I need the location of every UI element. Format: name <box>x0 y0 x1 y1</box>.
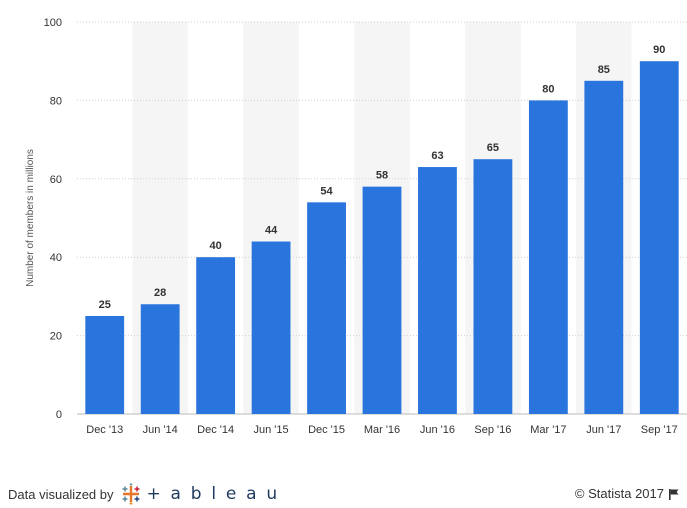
y-tick-label: 100 <box>44 17 62 29</box>
x-tick-label: Mar '17 <box>530 424 566 436</box>
data-label: 44 <box>265 225 278 237</box>
y-tick-label: 40 <box>50 252 62 264</box>
x-axis-ticks: Dec '13 Jun '14 Dec '14 Jun '15 Dec '15 Mar '… <box>86 424 678 436</box>
x-tick-label: Dec '15 <box>308 424 345 436</box>
data-label: 54 <box>320 185 333 197</box>
bar <box>140 304 180 414</box>
data-label: 85 <box>598 64 610 76</box>
bar <box>418 167 457 414</box>
y-axis-ticks: 0 20 40 60 80 100 <box>44 17 62 421</box>
data-label: 65 <box>487 142 499 154</box>
credit-text: Data visualized by <box>8 486 114 502</box>
copyright[interactable]: © Statista 2017 <box>575 486 679 501</box>
tableau-logo-icon <box>120 483 142 505</box>
x-tick-label: Jun '14 <box>143 424 178 436</box>
x-tick-label: Jun '17 <box>586 424 621 436</box>
bar <box>251 241 291 414</box>
data-label: 90 <box>653 44 665 56</box>
bar <box>85 316 125 414</box>
flag-icon <box>669 488 679 500</box>
bar <box>473 159 513 414</box>
x-tick-label: Jun '16 <box>420 424 455 436</box>
bar <box>584 80 624 415</box>
bar <box>528 100 568 415</box>
data-labels: 25 28 40 44 54 58 63 65 80 85 90 <box>99 44 666 311</box>
y-tick-label: 60 <box>50 174 62 186</box>
bars <box>85 61 679 415</box>
x-tick-label: Dec '13 <box>86 424 123 436</box>
tableau-wordmark: + a b l e a u <box>146 484 280 504</box>
data-label: 28 <box>154 287 166 299</box>
bar <box>307 202 346 414</box>
data-label: 80 <box>542 83 554 95</box>
y-axis-label: Number of members in millions <box>25 149 36 287</box>
x-tick-label: Dec '14 <box>197 424 234 436</box>
y-tick-label: 0 <box>56 409 62 421</box>
x-tick-label: Sep '16 <box>474 424 511 436</box>
bar-chart: 0 20 40 60 80 100 25 28 40 44 54 58 63 65 80 85 90 Dec … <box>25 17 687 436</box>
y-tick-label: 80 <box>50 95 62 107</box>
x-tick-label: Mar '16 <box>364 424 400 436</box>
bar <box>196 257 236 414</box>
copyright-text: © Statista 2017 <box>574 486 664 501</box>
bar <box>639 61 679 414</box>
data-label: 63 <box>431 150 443 162</box>
tableau-credit[interactable]: Data visualized by + a b l e a u <box>8 483 279 505</box>
x-tick-label: Jun '15 <box>254 424 289 436</box>
y-tick-label: 20 <box>50 331 62 343</box>
bar <box>362 186 402 414</box>
data-label: 58 <box>376 170 388 182</box>
data-label: 25 <box>99 299 111 311</box>
data-label: 40 <box>210 240 222 252</box>
x-tick-label: Sep '17 <box>641 424 678 436</box>
footer: Data visualized by + a b l e a u © Stati… <box>0 478 687 506</box>
